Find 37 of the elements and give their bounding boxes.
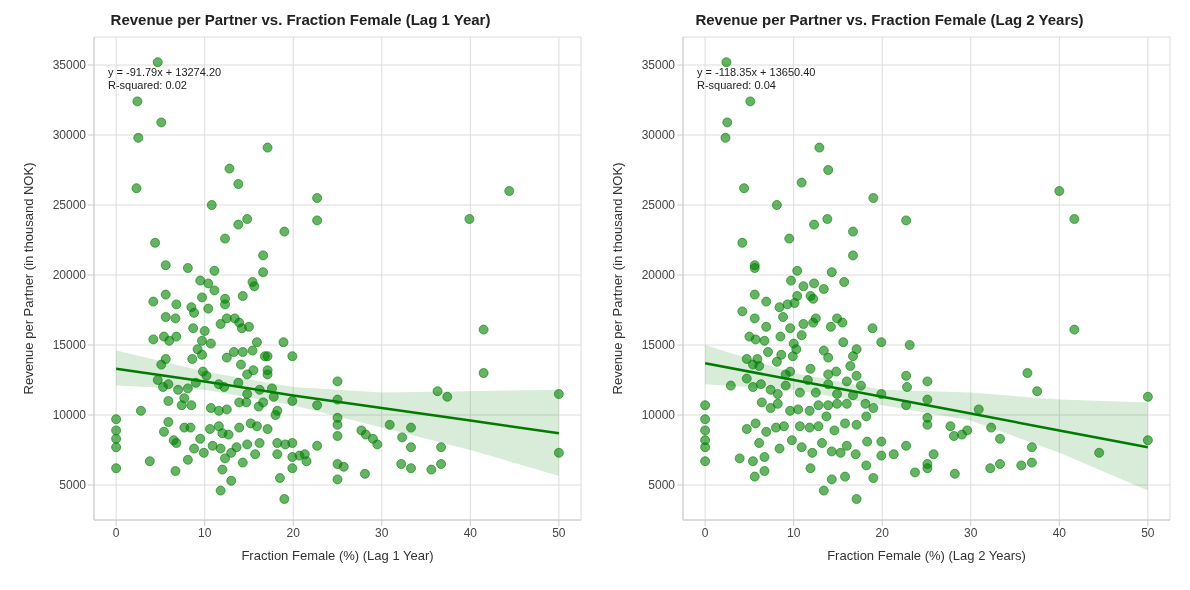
y-tick-label: 10000 [641, 408, 676, 423]
chart-title: Revenue per Partner vs. Fraction Female (Lag 1 Year) [109, 10, 492, 30]
annotation: y = -118.35x + 13650.40 [697, 66, 816, 79]
y-tick-label: 30000 [52, 128, 87, 143]
y-tick-label: 35000 [641, 58, 676, 73]
y-tick-label: 5000 [59, 478, 87, 493]
y-tick-label: 25000 [641, 198, 676, 213]
y-tick-label: 25000 [52, 198, 87, 213]
line-series [114, 367, 561, 435]
y-tick-label: 20000 [641, 268, 676, 283]
y-axis-title: Revenue per Partner (in thousand NOK) [20, 162, 36, 395]
y-tick-label: 30000 [641, 128, 676, 143]
x-axis-title: Fraction Female (%) (Lag 1 Year) [241, 548, 434, 563]
x-tick-label: 40 [1052, 525, 1067, 540]
x-tick-label: 40 [463, 525, 478, 540]
x-tick-label: 0 [701, 525, 709, 540]
annotation: R-squared: 0.04 [697, 79, 777, 92]
x-tick-label: 10 [198, 525, 212, 540]
y-tick-label: 20000 [52, 268, 87, 283]
y-tick-label: 15000 [641, 338, 676, 353]
y-tick-label: 15000 [52, 338, 87, 353]
x-tick-label: 20 [875, 525, 890, 540]
y-axis-title: Revenue per Partner (in thousand NOK) [609, 162, 625, 395]
y-tick-label: 10000 [52, 408, 87, 423]
chart-title: Revenue per Partner vs. Fraction Female (Lag 2 Years) [694, 10, 1085, 30]
x-tick-label: 50 [552, 525, 566, 540]
x-tick-label: 0 [112, 525, 120, 540]
y-tick-label: 35000 [52, 58, 87, 73]
y-tick-label: 5000 [648, 478, 676, 493]
annotation: y = -91.79x + 13274.20 [108, 66, 222, 79]
x-tick-label: 30 [964, 525, 978, 540]
x-tick-label: 50 [1141, 525, 1155, 540]
x-axis-title: Fraction Female (%) (Lag 2 Years) [827, 548, 1026, 563]
x-tick-label: 20 [286, 525, 301, 540]
x-tick-label: 30 [375, 525, 389, 540]
annotation: R-squared: 0.02 [108, 79, 188, 92]
x-tick-label: 10 [787, 525, 801, 540]
